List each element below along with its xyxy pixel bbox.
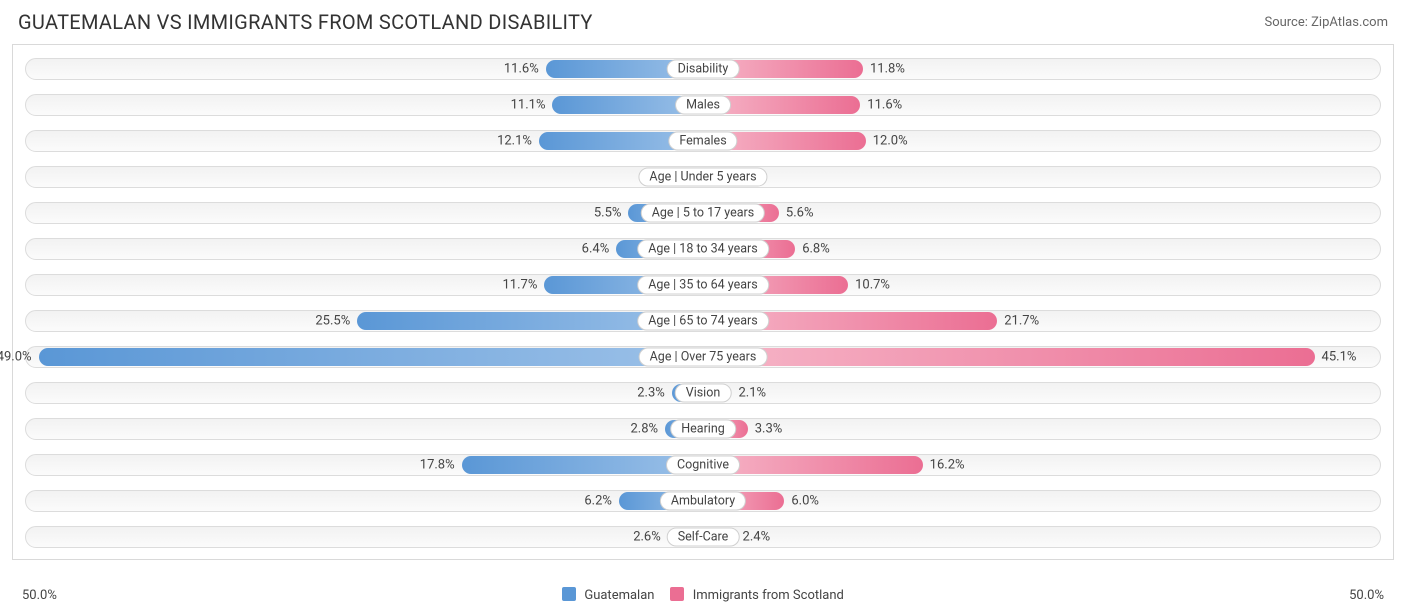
chart-row: 5.5% 5.6% Age | 5 to 17 years bbox=[13, 195, 1393, 231]
bar-track: 25.5% 21.7% Age | 65 to 74 years bbox=[25, 310, 1381, 332]
value-right: 6.8% bbox=[802, 242, 830, 257]
legend-label-right: Immigrants from Scotland bbox=[693, 588, 844, 603]
category-label: Vision bbox=[675, 384, 732, 403]
value-right: 16.2% bbox=[930, 458, 965, 473]
legend-label-left: Guatemalan bbox=[584, 588, 654, 603]
category-label: Hearing bbox=[670, 420, 736, 439]
chart-source: Source: ZipAtlas.com bbox=[1264, 15, 1388, 30]
bar-track: 17.8% 16.2% Cognitive bbox=[25, 454, 1381, 476]
value-right: 5.6% bbox=[786, 206, 814, 221]
value-left: 17.8% bbox=[420, 458, 455, 473]
value-left: 6.2% bbox=[584, 494, 612, 509]
legend-swatch-right bbox=[670, 587, 684, 601]
bar-track: 12.1% 12.0% Females bbox=[25, 130, 1381, 152]
category-label: Males bbox=[675, 96, 731, 115]
bar-right bbox=[703, 348, 1315, 366]
value-right: 11.8% bbox=[870, 62, 905, 77]
chart-row: 25.5% 21.7% Age | 65 to 74 years bbox=[13, 303, 1393, 339]
value-left: 2.6% bbox=[633, 530, 661, 545]
value-left: 11.7% bbox=[502, 278, 537, 293]
value-right: 2.1% bbox=[738, 386, 766, 401]
category-label: Age | 35 to 64 years bbox=[637, 276, 769, 295]
chart-row: 2.3% 2.1% Vision bbox=[13, 375, 1393, 411]
category-label: Age | Under 5 years bbox=[638, 168, 767, 187]
value-right: 2.4% bbox=[743, 530, 771, 545]
chart-footer: 50.0% Guatemalan Immigrants from Scotlan… bbox=[12, 584, 1394, 606]
value-right: 21.7% bbox=[1004, 314, 1039, 329]
value-left: 25.5% bbox=[315, 314, 350, 329]
axis-left-label: 50.0% bbox=[22, 588, 57, 603]
bar-track: 11.7% 10.7% Age | 35 to 64 years bbox=[25, 274, 1381, 296]
value-left: 2.3% bbox=[637, 386, 665, 401]
value-left: 49.0% bbox=[0, 350, 32, 365]
chart-row: 11.7% 10.7% Age | 35 to 64 years bbox=[13, 267, 1393, 303]
category-label: Age | 18 to 34 years bbox=[637, 240, 769, 259]
chart-row: 2.6% 2.4%Self-Care bbox=[13, 519, 1393, 555]
chart-row: 11.1% 11.6% Males bbox=[13, 87, 1393, 123]
category-label: Age | 65 to 74 years bbox=[637, 312, 769, 331]
axis-right-label: 50.0% bbox=[1349, 588, 1384, 603]
value-left: 11.1% bbox=[511, 98, 546, 113]
category-label: Age | 5 to 17 years bbox=[641, 204, 765, 223]
value-left: 6.4% bbox=[582, 242, 610, 257]
chart-row: 6.2% 6.0% Ambulatory bbox=[13, 483, 1393, 519]
bar-left bbox=[39, 348, 703, 366]
category-label: Ambulatory bbox=[660, 492, 746, 511]
category-label: Self-Care bbox=[667, 528, 740, 547]
bar-track: 2.6% 2.4%Self-Care bbox=[25, 526, 1381, 548]
category-label: Females bbox=[668, 132, 737, 151]
legend: Guatemalan Immigrants from Scotland bbox=[562, 587, 844, 603]
chart-title: GUATEMALAN VS IMMIGRANTS FROM SCOTLAND D… bbox=[18, 10, 593, 34]
chart-row: 11.6% 11.8% Disability bbox=[13, 51, 1393, 87]
chart-row: 2.8% 3.3% Hearing bbox=[13, 411, 1393, 447]
bar-track: 49.0%45.1%Age | Over 75 years bbox=[25, 346, 1381, 368]
value-right: 6.0% bbox=[791, 494, 819, 509]
value-left: 12.1% bbox=[497, 134, 532, 149]
chart-row: 1.2%1.4%Age | Under 5 years bbox=[13, 159, 1393, 195]
value-left: 2.8% bbox=[630, 422, 658, 437]
value-right: 45.1% bbox=[1322, 350, 1357, 365]
value-left: 5.5% bbox=[594, 206, 622, 221]
legend-swatch-left bbox=[562, 587, 576, 601]
bar-track: 2.3% 2.1% Vision bbox=[25, 382, 1381, 404]
category-label: Disability bbox=[667, 60, 740, 79]
category-label: Cognitive bbox=[666, 456, 740, 475]
chart-row: 49.0%45.1%Age | Over 75 years bbox=[13, 339, 1393, 375]
bar-track: 11.6% 11.8% Disability bbox=[25, 58, 1381, 80]
chart-row: 12.1% 12.0% Females bbox=[13, 123, 1393, 159]
value-right: 10.7% bbox=[855, 278, 890, 293]
category-label: Age | Over 75 years bbox=[639, 348, 768, 367]
bar-track: 5.5% 5.6% Age | 5 to 17 years bbox=[25, 202, 1381, 224]
bar-track: 11.1% 11.6% Males bbox=[25, 94, 1381, 116]
legend-item-left: Guatemalan bbox=[562, 587, 654, 603]
bar-track: 6.2% 6.0% Ambulatory bbox=[25, 490, 1381, 512]
bar-track: 2.8% 3.3% Hearing bbox=[25, 418, 1381, 440]
chart-row: 6.4% 6.8% Age | 18 to 34 years bbox=[13, 231, 1393, 267]
value-right: 11.6% bbox=[867, 98, 902, 113]
bar-track: 6.4% 6.8% Age | 18 to 34 years bbox=[25, 238, 1381, 260]
value-right: 3.3% bbox=[755, 422, 783, 437]
chart-header: GUATEMALAN VS IMMIGRANTS FROM SCOTLAND D… bbox=[0, 0, 1406, 40]
chart-area: 11.6% 11.8% Disability 11.1% 11.6% Males 12.1%… bbox=[12, 44, 1394, 560]
value-left: 11.6% bbox=[504, 62, 539, 77]
value-right: 12.0% bbox=[873, 134, 908, 149]
chart-row: 17.8% 16.2% Cognitive bbox=[13, 447, 1393, 483]
bar-track: 1.2%1.4%Age | Under 5 years bbox=[25, 166, 1381, 188]
legend-item-right: Immigrants from Scotland bbox=[670, 587, 843, 603]
